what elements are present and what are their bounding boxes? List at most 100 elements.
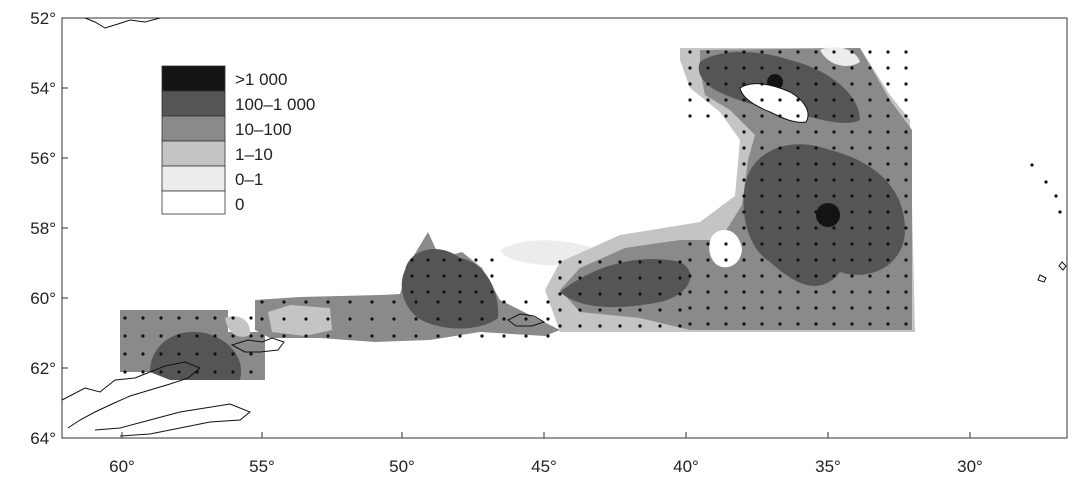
station-dot <box>141 370 145 374</box>
station-dot <box>678 260 682 264</box>
south-shetland-coast <box>230 337 285 353</box>
station-dot <box>814 82 818 86</box>
station-dot <box>546 300 550 304</box>
station-dot <box>742 66 746 70</box>
station-dot <box>678 308 682 312</box>
station-dot <box>868 50 872 54</box>
station-dot <box>742 98 746 102</box>
station-dot <box>474 274 478 278</box>
station-dot <box>558 308 562 312</box>
station-dot <box>546 317 550 321</box>
station-dot <box>760 290 764 294</box>
station-dot <box>638 276 642 280</box>
station-dot <box>213 316 217 320</box>
station-dot <box>618 308 622 312</box>
station-dot <box>458 290 462 294</box>
station-dot <box>598 308 602 312</box>
station-dot <box>778 322 782 326</box>
y-tick: 56° <box>30 149 68 168</box>
y-tick-label: 58° <box>30 219 56 238</box>
station-dot <box>796 274 800 278</box>
station-dot <box>578 324 582 328</box>
station-dot <box>814 274 818 278</box>
station-dot <box>850 66 854 70</box>
station-dot <box>742 50 746 54</box>
station-dot <box>904 258 908 262</box>
x-tick-label: 40° <box>673 457 699 476</box>
contour-100-1000-central <box>401 248 499 329</box>
station-dot <box>904 290 908 294</box>
station-dot <box>658 260 662 264</box>
station-dot <box>195 352 199 356</box>
station-dot <box>868 66 872 70</box>
station-dot <box>814 66 818 70</box>
station-dot <box>796 210 800 214</box>
station-dot <box>177 352 181 356</box>
station-dot <box>850 194 854 198</box>
station-dot <box>392 334 396 338</box>
x-tick: 35° <box>815 432 841 476</box>
station-dot <box>904 306 908 310</box>
station-dot <box>304 300 308 304</box>
legend-swatch <box>161 115 226 142</box>
station-dot <box>578 276 582 280</box>
station-dot <box>796 194 800 198</box>
legend: >1 000 100–1 000 10–100 1–10 0–1 0 <box>161 65 315 215</box>
station-dot <box>436 317 440 321</box>
station-dot <box>778 210 782 214</box>
station-dot <box>524 300 528 304</box>
station-dot <box>832 146 836 150</box>
station-dot <box>480 334 484 338</box>
station-dot <box>123 334 127 338</box>
station-dot <box>282 300 286 304</box>
x-tick: 60° <box>109 432 135 476</box>
station-dot <box>688 258 692 262</box>
station-dot <box>546 334 550 338</box>
station-dot <box>658 324 662 328</box>
station-dot <box>282 317 286 321</box>
station-dot <box>159 370 163 374</box>
station-dot <box>177 316 181 320</box>
contour-0-1-east-2 <box>820 47 860 66</box>
y-tick-label: 54° <box>30 79 56 98</box>
station-dot <box>260 317 264 321</box>
station-dot <box>832 194 836 198</box>
station-dot <box>688 82 692 86</box>
station-dot <box>370 300 374 304</box>
station-dot <box>1030 163 1034 167</box>
station-dot <box>778 242 782 246</box>
station-dot <box>502 300 506 304</box>
station-dot <box>1044 180 1048 184</box>
station-dot <box>904 82 908 86</box>
station-dot <box>742 82 746 86</box>
station-dot <box>159 316 163 320</box>
station-dot <box>392 300 396 304</box>
station-dot <box>868 210 872 214</box>
station-dot <box>706 50 710 54</box>
station-dot <box>778 306 782 310</box>
station-dot <box>760 114 764 118</box>
legend-entry: 0 <box>161 190 244 215</box>
station-dot <box>480 317 484 321</box>
station-dot <box>742 210 746 214</box>
station-dot <box>796 162 800 166</box>
station-dot <box>760 274 764 278</box>
station-dot <box>778 130 782 134</box>
station-dot <box>141 334 145 338</box>
legend-label: 10–100 <box>235 120 292 139</box>
station-dot <box>123 370 127 374</box>
station-dot <box>760 146 764 150</box>
station-dot <box>886 290 890 294</box>
station-dot <box>904 114 908 118</box>
station-dot <box>814 50 818 54</box>
station-dot <box>458 258 462 262</box>
station-dot <box>688 322 692 326</box>
station-dot <box>760 66 764 70</box>
south-georgia-island <box>739 83 809 123</box>
x-tick-label: 35° <box>815 457 841 476</box>
y-tick-label: 56° <box>30 149 56 168</box>
station-dot <box>304 317 308 321</box>
station-dot <box>850 130 854 134</box>
station-dot <box>326 317 330 321</box>
station-dot <box>490 290 494 294</box>
